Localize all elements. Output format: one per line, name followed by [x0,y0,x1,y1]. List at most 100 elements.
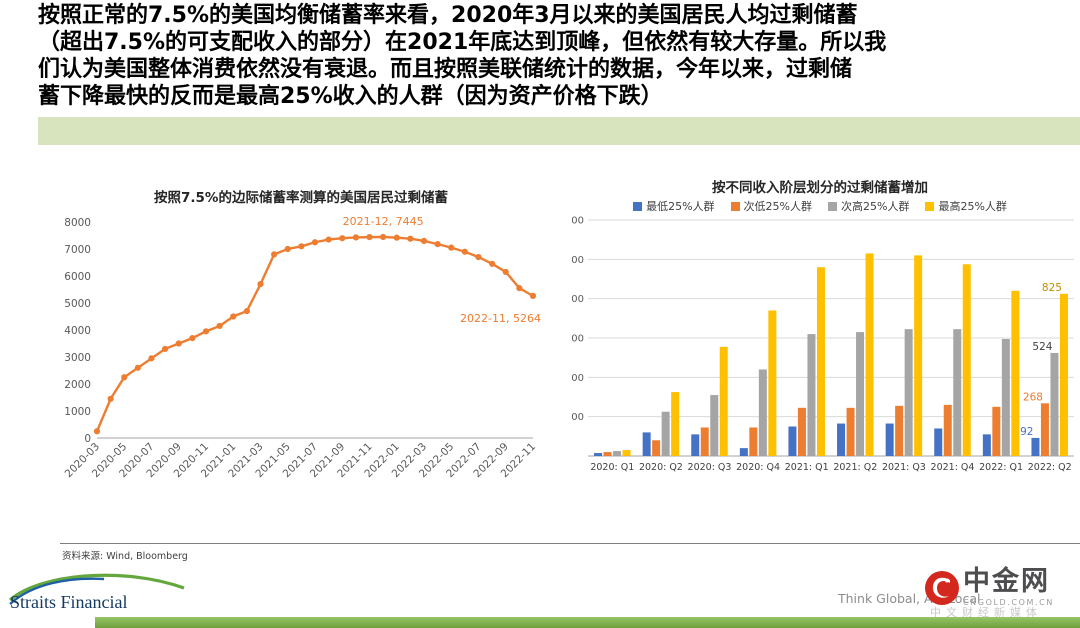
y-axis-tick-label: 00 [571,373,584,384]
line-marker [380,233,387,241]
bar [982,434,991,456]
footer-divider [60,543,1080,544]
cngold-tagline-watermark: 中文财经新媒体 [930,606,1042,619]
line-marker [407,235,414,242]
bar [1001,338,1010,456]
line-marker [121,374,128,381]
bar [661,411,670,456]
bar [895,405,904,456]
line-marker [271,251,278,258]
line-marker [107,395,114,402]
bar [807,334,816,456]
bar [1050,352,1059,456]
bar [719,346,728,456]
bar [914,255,923,456]
line-marker [366,234,373,241]
bar [788,426,797,456]
bar [671,392,680,456]
legend-swatch-icon [633,201,643,211]
line-chart-title: 按照7.5%的边际储蓄率测算的美国居民过剩储蓄 [154,190,448,206]
cngold-wordmark: 中金网 [963,566,1050,597]
data-label: 2021-12, 7445 [343,215,424,228]
legend-label: 最低25%人群 [646,200,715,213]
bar [816,267,825,456]
line-marker [298,243,305,250]
x-axis-tick-label: 2022: Q2 [1028,462,1072,473]
headline: 按照正常的7.5%的美国均衡储蓄率来看，2020年3月以来的美国居民人均过剩储蓄… [38,2,1074,110]
y-axis-tick-label: 0 [84,433,91,445]
line-marker [162,345,169,352]
line-marker [325,236,332,243]
bar [1040,403,1049,456]
y-axis-tick-label: 00 [571,334,584,345]
bar [865,253,874,456]
legend-swatch-icon [828,201,837,211]
x-axis-tick-label: 2020: Q3 [688,462,732,473]
headline-line: （超出7.5%的可支配收入的部分）在2021年底达到顶峰，但依然有较大存量。所以… [38,30,887,55]
headline-line: 们认为美国整体消费依然没有衰退。而且按照美联储统计的数据，今年以来，过剩储 [38,57,853,82]
line-marker [448,244,455,251]
legend-label: 次低25%人群 [743,200,812,213]
line-chart: 按照7.5%的边际储蓄率测算的美国居民过剩储蓄 0 1000 2000 3000 400… [55,188,547,500]
y-axis-tick-label: 1000 [64,406,91,418]
data-label: 92 [1020,426,1033,438]
bar-chart-title: 按不同收入阶层划分的过剩储蓄增加 [712,180,928,196]
line-marker [257,281,264,288]
series-line [95,235,534,432]
bar [962,264,971,456]
line-marker [230,313,237,320]
line-marker [93,428,101,435]
x-axis-tick-label: 2020: Q2 [639,462,683,473]
y-axis-tick-label: 2000 [64,379,91,391]
bar [739,448,748,456]
y-axis-tick-label: 00 [571,255,584,266]
bar-chart-svg: 00 00 00 00 00 00 2020: Q1 2020: Q2 2020: Q3 2020… [571,216,1074,473]
x-axis-tick-label: 2021: Q4 [931,462,975,473]
bar [642,432,651,456]
line-marker [489,260,496,267]
line-marker [475,254,482,261]
legend-label: 次高25%人群 [841,200,910,213]
line-marker [339,235,346,242]
x-axis-tick-label: 2021: Q1 [785,462,829,473]
line-marker [175,340,182,347]
bar [652,440,661,456]
data-label: 268 [1023,391,1043,403]
legend-swatch-icon [925,201,935,211]
y-axis-tick-label: 00 [571,412,584,423]
legend-item: 次高25%人群 [828,198,909,214]
bar [700,427,709,456]
data-label: 2022-11, 5264 [460,312,541,325]
y-axis-tick-label: 6000 [64,271,91,283]
line-marker [311,239,319,246]
y-axis-tick-label: 00 [571,294,584,305]
legend-label: 最高25%人群 [938,200,1007,213]
legend-item: 次低25%人群 [730,198,812,214]
line-marker [502,268,509,276]
bar [603,452,612,456]
bar [846,407,855,456]
line-marker [352,234,359,241]
top-green-divider [38,117,1080,145]
line-marker [461,248,468,255]
cngold-phoenix-icon [925,571,959,605]
headline-line: 按照正常的7.5%的美国均衡储蓄率来看，2020年3月以来的美国居民人均过剩储蓄 [38,3,858,28]
y-axis-tick-label: 5000 [64,298,91,310]
straits-financial-wordmark: Straits Financial [10,592,128,612]
bar [613,451,622,456]
legend-item: 最低25%人群 [633,198,715,214]
bar [691,434,700,456]
bar [758,369,767,456]
x-axis-tick-label: 2022: Q1 [979,462,1023,473]
y-axis-tick-label: 4000 [64,325,91,337]
legend-swatch-icon [730,201,740,211]
y-axis-tick-label: 8000 [64,217,91,229]
x-axis-tick-label: 2020: Q1 [590,462,634,473]
bar [885,423,894,456]
y-axis-tick-label: 7000 [64,244,91,256]
line-marker [243,308,250,315]
line-marker [529,292,537,299]
line-marker [202,328,210,335]
data-label: 825 [1042,282,1062,294]
x-axis-tick-label: 2021: Q2 [833,462,877,473]
